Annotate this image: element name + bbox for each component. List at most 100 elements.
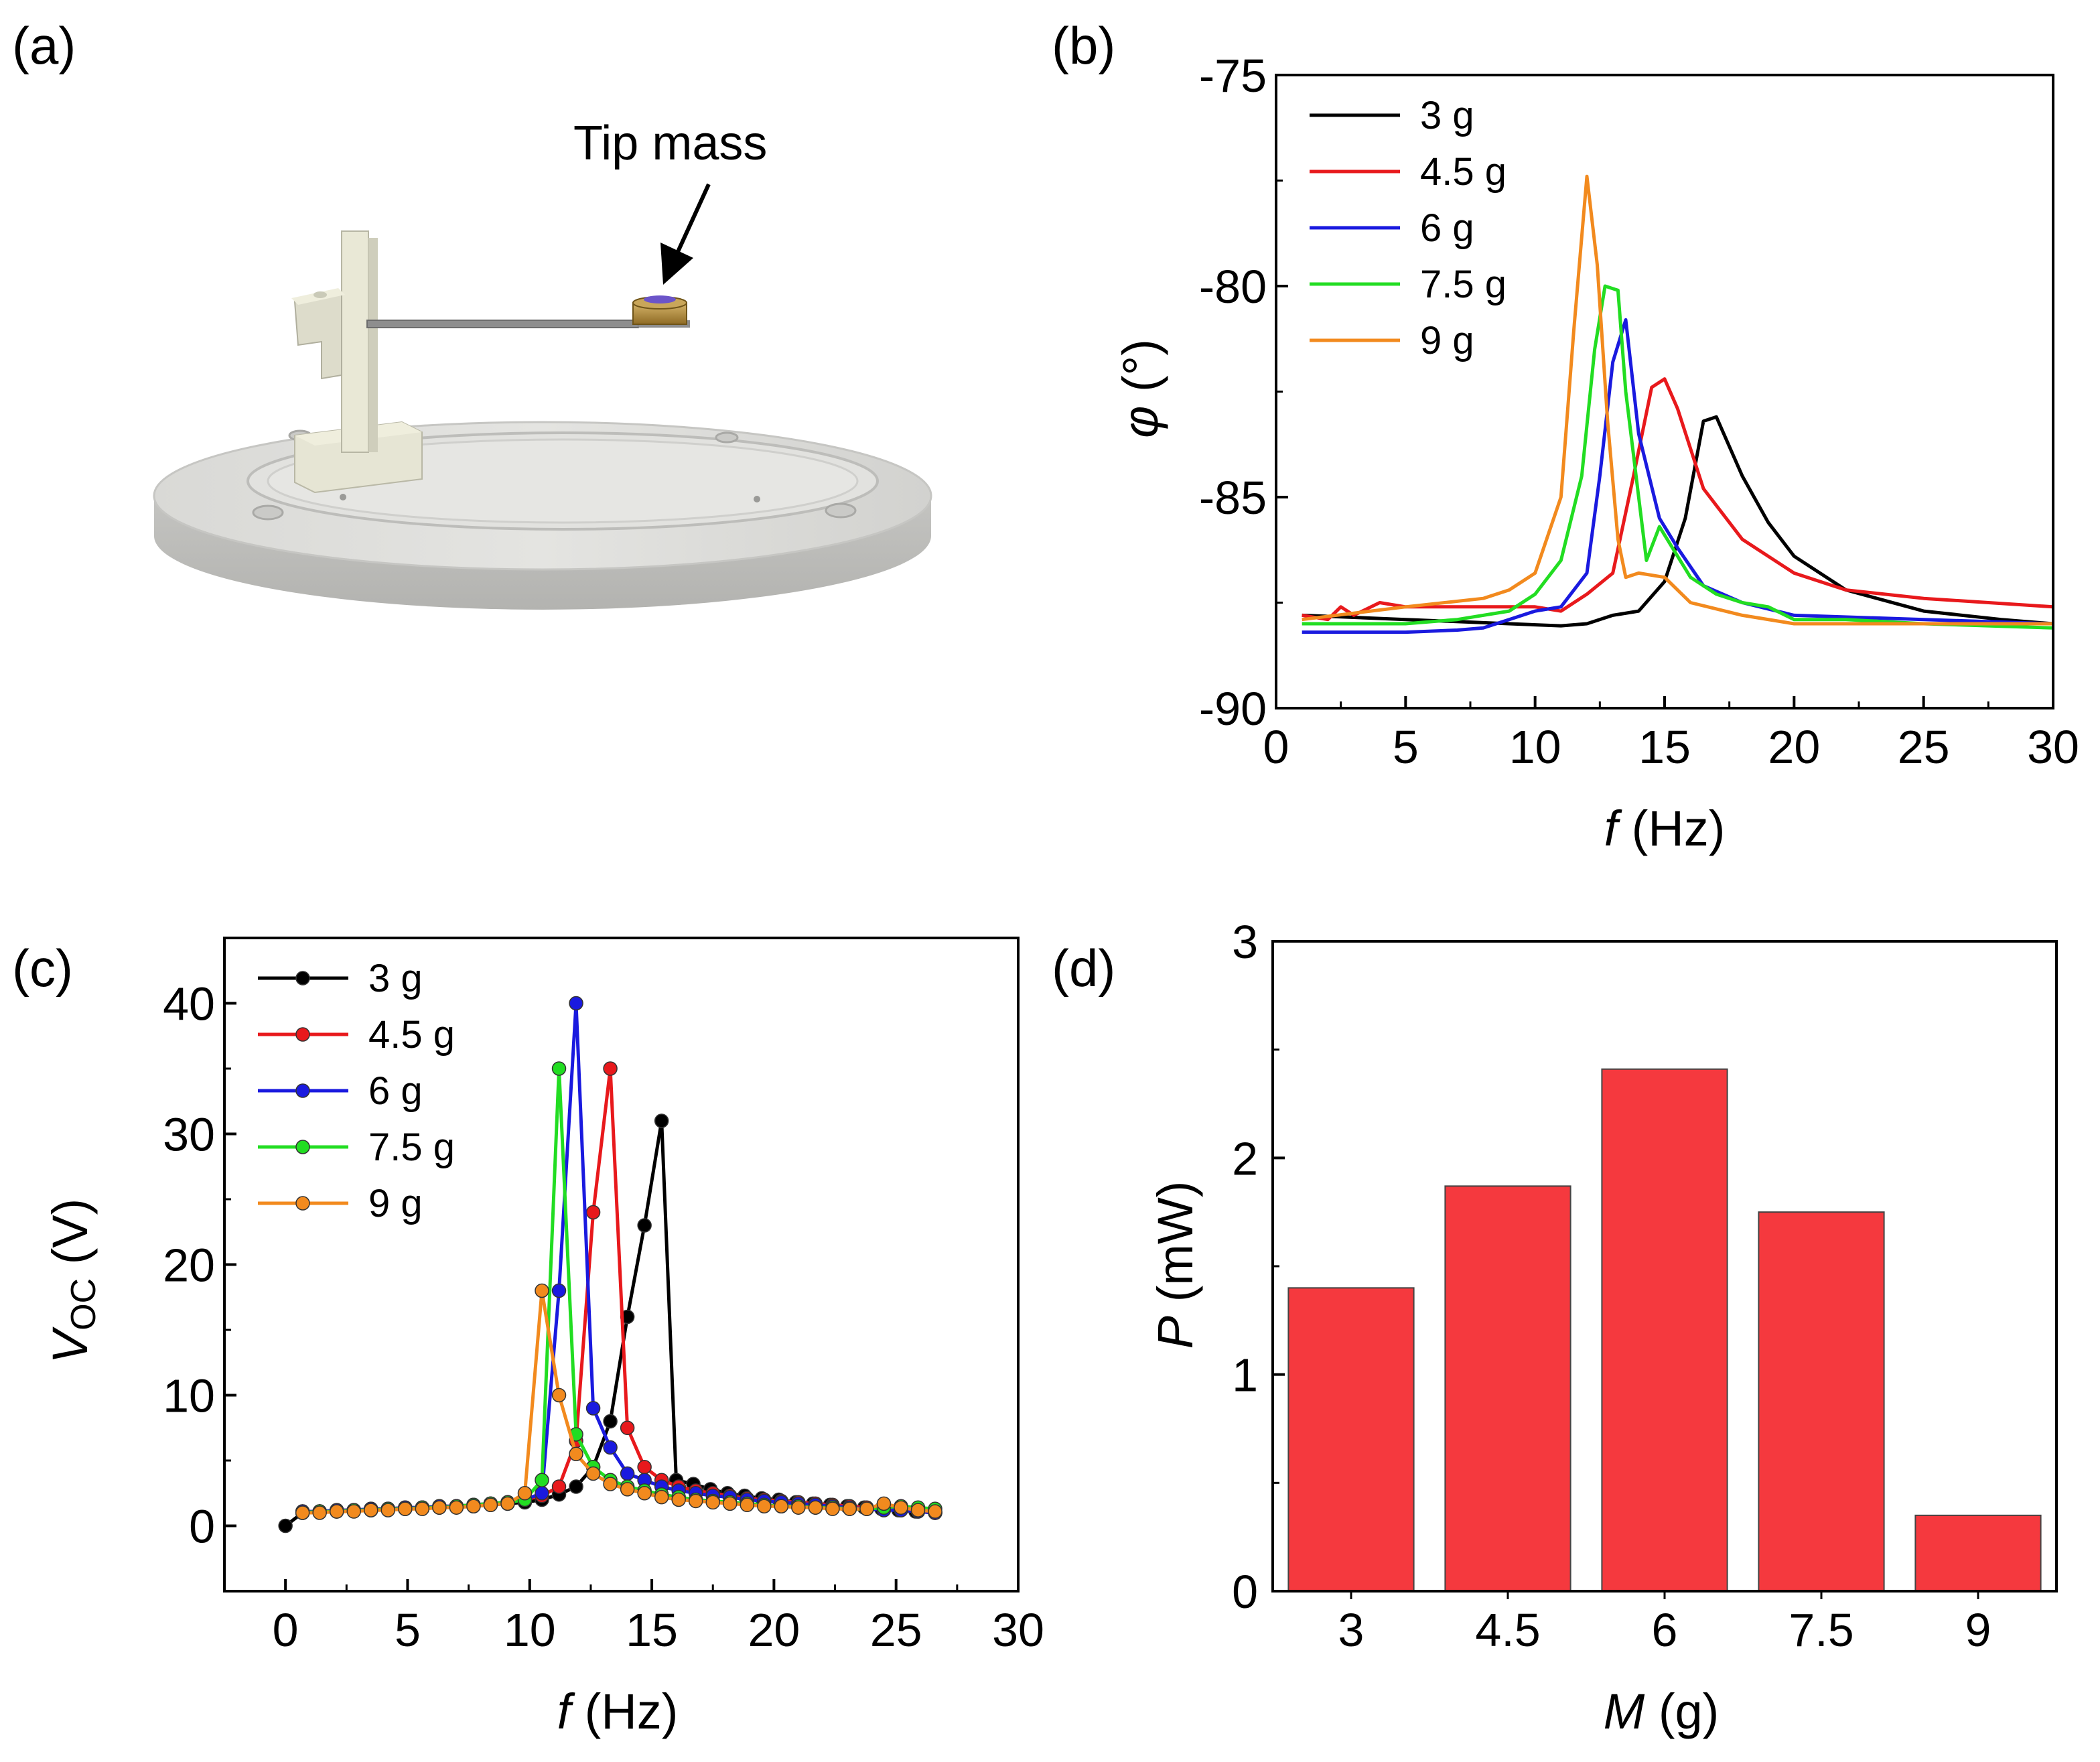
data-point xyxy=(295,1505,310,1520)
data-point xyxy=(278,1518,293,1534)
data-point xyxy=(705,1495,720,1510)
data-point xyxy=(603,1440,618,1455)
legend-label: 3 g xyxy=(1420,94,1474,137)
data-point xyxy=(637,1218,652,1233)
data-point xyxy=(637,1486,652,1501)
y-tick-label: 10 xyxy=(163,1370,215,1422)
cantilever-beam xyxy=(366,320,639,328)
legend-label: 4.5 g xyxy=(1420,150,1507,194)
series-line-9g xyxy=(302,1289,936,1515)
legend-marker xyxy=(295,1083,310,1098)
mount-hole xyxy=(754,496,760,502)
callout-arrow xyxy=(675,183,711,256)
x-tick-label: 6 xyxy=(1652,1604,1678,1656)
callout-arrowhead xyxy=(660,243,693,285)
series-line-6g xyxy=(1302,318,2054,634)
y-tick-label: 0 xyxy=(1232,1566,1258,1618)
x-tick-label: 5 xyxy=(395,1604,421,1656)
data-point xyxy=(585,1466,601,1481)
x-tick-label: 0 xyxy=(273,1604,299,1656)
x-tick-label: 4.5 xyxy=(1475,1604,1540,1656)
x-tick-label: 3 xyxy=(1338,1604,1364,1656)
data-point xyxy=(637,1460,652,1475)
data-point xyxy=(500,1496,515,1511)
data-point xyxy=(449,1500,464,1515)
data-point xyxy=(551,1061,567,1076)
panel-c-plot-frame xyxy=(223,937,1020,1592)
data-point xyxy=(364,1503,378,1517)
legend-label: 7.5 g xyxy=(1420,263,1507,306)
data-point xyxy=(688,1493,703,1509)
data-point xyxy=(329,1504,344,1519)
series-line-7_5g xyxy=(1302,284,2054,630)
bar-7.5 xyxy=(1758,1211,1885,1592)
y-tick-label: -75 xyxy=(1199,50,1267,102)
panel-d-plot-frame xyxy=(1271,940,2058,1592)
legend-marker xyxy=(295,1196,310,1211)
data-point xyxy=(928,1504,942,1519)
x-tick-label: 15 xyxy=(1638,721,1691,773)
data-point xyxy=(671,1492,686,1507)
data-point xyxy=(551,1479,567,1494)
panel-a-label: (a) xyxy=(12,16,76,75)
data-point xyxy=(774,1499,789,1513)
data-point xyxy=(569,996,583,1011)
shaker-base-illustration xyxy=(153,421,932,610)
data-point xyxy=(415,1501,430,1516)
panel-b-x-axis-title: f (Hz) xyxy=(1604,801,1726,856)
data-point xyxy=(585,1401,601,1416)
data-point xyxy=(620,1482,635,1497)
data-point xyxy=(808,1500,823,1515)
panel-a: (a) xyxy=(12,16,932,610)
x-tick-label: 25 xyxy=(870,1604,922,1656)
data-point xyxy=(603,1414,618,1429)
data-point xyxy=(569,1479,583,1494)
x-tick-label: 20 xyxy=(1768,721,1820,773)
data-point xyxy=(620,1466,635,1481)
data-point xyxy=(791,1500,806,1515)
bar-4.5 xyxy=(1444,1185,1571,1592)
y-tick-label: 3 xyxy=(1232,916,1258,968)
data-point xyxy=(723,1496,738,1511)
legend-label: 6 g xyxy=(1420,206,1474,250)
panel-b-phase-chart: (b) f (Hz) φ (°) 0 5 10 15 20 25 30 -90 -85 -80 -7… xyxy=(1052,16,2079,856)
x-tick-label: 5 xyxy=(1393,721,1419,773)
x-tick-label: 15 xyxy=(626,1604,678,1656)
data-point xyxy=(466,1499,481,1513)
data-point xyxy=(876,1496,892,1511)
panel-d-y-axis-title: P (mW) xyxy=(1147,1181,1203,1349)
data-point xyxy=(535,1486,549,1501)
bolt xyxy=(313,291,327,298)
mount-hole xyxy=(715,431,739,444)
series-line-9g xyxy=(1302,174,2053,626)
bar-6 xyxy=(1601,1068,1728,1592)
data-point xyxy=(346,1504,361,1519)
panel-c-voltage-chart: (c) f (Hz) VOC (V) 0 5 10 15 20 25 30 0 10 20 30 40… xyxy=(12,937,1044,1739)
mount-hole xyxy=(252,504,284,521)
mount-hole xyxy=(340,494,346,500)
data-point xyxy=(859,1501,874,1516)
x-tick-label: 9 xyxy=(1965,1604,1991,1656)
data-point xyxy=(432,1500,447,1515)
x-tick-label: 30 xyxy=(2027,721,2079,773)
legend-label: 9 g xyxy=(1420,319,1474,362)
data-point xyxy=(585,1205,601,1220)
legend-marker xyxy=(295,971,310,986)
data-point xyxy=(757,1499,772,1513)
clamp-fixture xyxy=(291,230,423,494)
panel-d-power-chart: (d) M (g) P (mW) 0 1 2 3 3 4.5 6 7.5 9 xyxy=(1052,916,2058,1739)
data-point xyxy=(842,1501,857,1516)
data-point xyxy=(483,1497,498,1513)
clamp-post-side xyxy=(368,238,378,452)
panel-b-plot-frame xyxy=(1275,74,2054,709)
tip-mass-callout: Tip mass xyxy=(573,117,767,170)
x-tick-label: 10 xyxy=(1509,721,1561,773)
bar-3 xyxy=(1287,1287,1415,1592)
legend-label: 6 g xyxy=(368,1069,423,1113)
x-tick-label: 30 xyxy=(992,1604,1044,1656)
y-tick-label: -85 xyxy=(1199,472,1267,524)
panel-b-y-axis-title: φ (°) xyxy=(1113,339,1168,438)
data-point xyxy=(620,1420,635,1435)
series-line-4_5g xyxy=(1302,377,2054,622)
